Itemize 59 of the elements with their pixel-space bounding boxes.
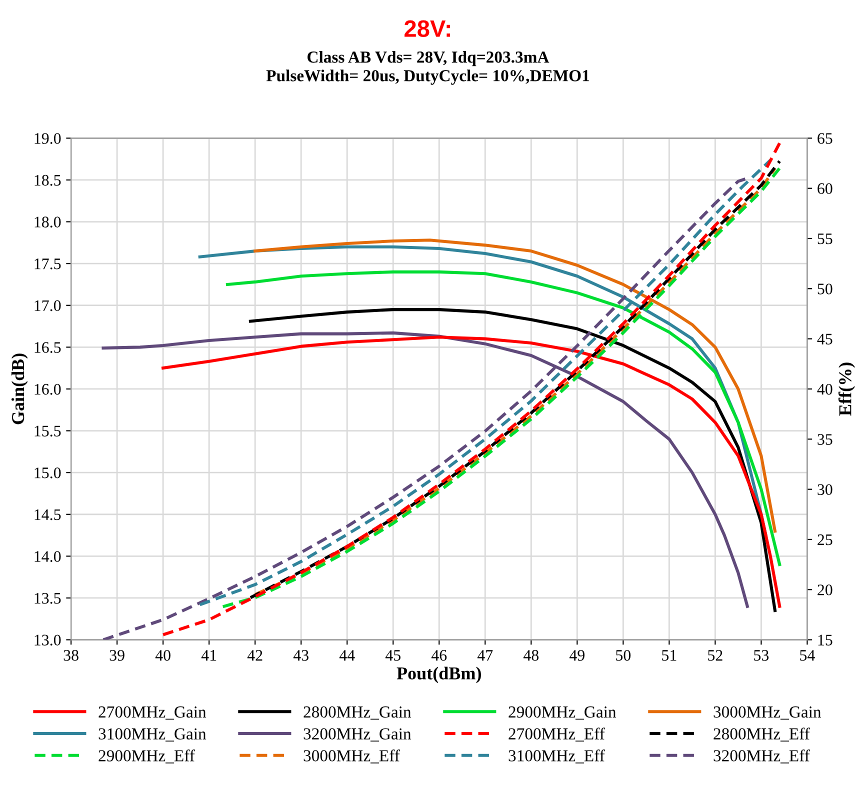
x-tick-label: 54 <box>800 650 815 661</box>
y-tick-label: 19.0 <box>34 133 61 144</box>
legend-label: 3100MHz_Eff <box>508 750 605 764</box>
x-tick-label: 38 <box>64 650 78 661</box>
x-tick-label: 40 <box>155 650 170 661</box>
x-axis-title: Pout(dBm) <box>396 666 481 684</box>
chart-subtitle: Class AB Vds= 28V, Idq=203.3mA PulseWidth= 20us, DutyCycle= 10%,DEMO1 <box>266 51 590 85</box>
legend-label: 3200MHz_Eff <box>714 750 810 764</box>
legend-label: 3000MHz_Eff <box>304 750 400 764</box>
y-tick-label: 14.5 <box>34 509 61 520</box>
legend-label: 2900MHz_Gain <box>508 706 616 720</box>
y-tick-label: 16.0 <box>34 384 61 395</box>
legend-label: 3200MHz_Gain <box>304 728 412 742</box>
y2-tick-label: 25 <box>818 534 832 546</box>
y2-tick-label: 60 <box>818 183 832 194</box>
legend-label: 2900MHz_Eff <box>98 750 195 764</box>
y-axis-title: Gain(dB) <box>11 354 28 424</box>
y2-tick-label: 65 <box>818 133 832 144</box>
chart-title: 28V: <box>404 20 450 37</box>
y2-tick-label: 55 <box>818 234 832 244</box>
y-tick-label: 13.5 <box>34 592 61 604</box>
y-tick-label: 18.5 <box>34 174 61 186</box>
y2-tick-label: 30 <box>818 484 832 495</box>
x-tick-label: 43 <box>293 650 308 661</box>
legend-label: 2800MHz_Eff <box>714 728 810 742</box>
y2-tick-label: 15 <box>818 634 832 646</box>
x-tick-label: 53 <box>754 650 769 661</box>
x-tick-label: 44 <box>339 650 355 661</box>
y2-axis-title: Eff(%) <box>838 362 856 416</box>
y2-tick-label: 40 <box>817 384 832 395</box>
legend-label: 2700MHz_Eff <box>508 728 605 742</box>
line-series <box>162 142 782 636</box>
x-tick-label: 45 <box>385 650 400 661</box>
y-tick-label: 16.5 <box>34 342 61 353</box>
y-tick-label: 17.0 <box>34 300 61 312</box>
legend-label: 2800MHz_Gain <box>304 706 412 720</box>
y-tick-label: 14.0 <box>34 551 61 562</box>
y-tick-label: 17.5 <box>34 258 61 270</box>
y-tick-label: 15.0 <box>34 467 61 478</box>
y-tick-label: 18.0 <box>34 216 61 228</box>
x-tick-label: 49 <box>569 650 584 661</box>
x-tick-label: 47 <box>477 650 493 661</box>
x-tick-label: 46 <box>431 650 447 661</box>
y2-tick-label: 45 <box>817 334 832 345</box>
legend-label: 3100MHz_Gain <box>98 728 206 742</box>
y-tick-label: 13.0 <box>34 634 61 646</box>
y2-tick-label: 35 <box>818 434 832 445</box>
y2-tick-label: 20 <box>818 584 832 596</box>
x-tick-label: 41 <box>201 650 216 661</box>
x-tick-label: 39 <box>110 650 124 661</box>
legend-label: 2700MHz_Gain <box>98 706 206 720</box>
legend-label: 3000MHz_Gain <box>714 706 822 720</box>
x-tick-label: 52 <box>708 650 722 661</box>
x-tick-label: 48 <box>523 650 539 661</box>
x-tick-label: 42 <box>247 650 262 661</box>
x-tick-label: 51 <box>662 650 676 661</box>
x-tick-label: 50 <box>616 650 631 661</box>
y2-tick-label: 50 <box>818 284 832 294</box>
y-tick-label: 15.5 <box>34 426 61 437</box>
